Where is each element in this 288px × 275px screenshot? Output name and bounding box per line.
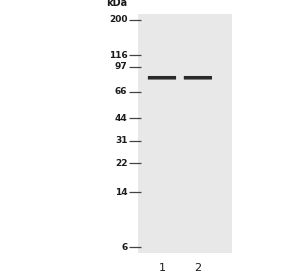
Text: 200: 200: [109, 15, 127, 24]
Text: 1: 1: [158, 263, 166, 273]
Text: 31: 31: [115, 136, 127, 145]
Text: 97: 97: [115, 62, 127, 72]
FancyBboxPatch shape: [148, 76, 176, 79]
Text: 6: 6: [121, 243, 127, 252]
Text: 44: 44: [115, 114, 127, 123]
Text: kDa: kDa: [106, 0, 127, 8]
Text: 2: 2: [194, 263, 202, 273]
Text: 22: 22: [115, 159, 127, 167]
Text: 116: 116: [109, 51, 127, 60]
Text: 14: 14: [115, 188, 127, 197]
Bar: [139, 14, 232, 253]
FancyBboxPatch shape: [184, 76, 212, 79]
Text: 66: 66: [115, 87, 127, 96]
